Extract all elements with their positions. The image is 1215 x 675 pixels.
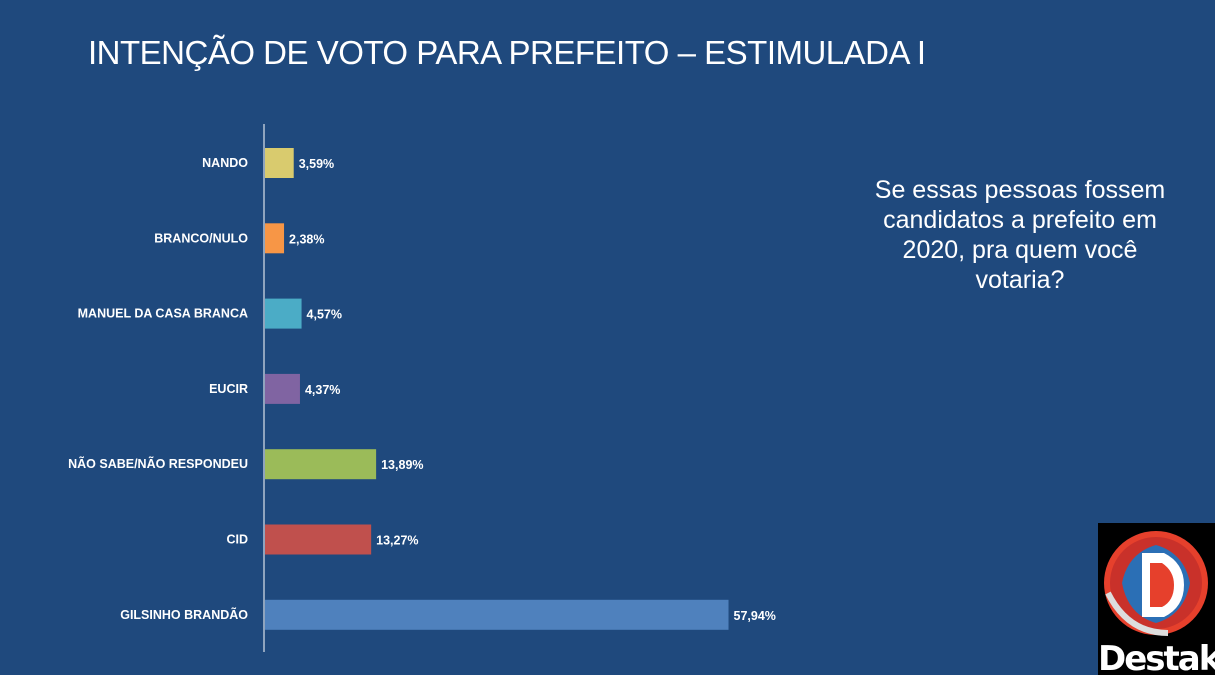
destak-logo: Destak bbox=[1098, 523, 1215, 675]
destak-logo-emblem bbox=[1104, 531, 1208, 636]
category-label-4: NÃO SABE/NÃO RESPONDEU bbox=[68, 456, 248, 471]
category-label-6: GILSINHO BRANDÃO bbox=[120, 607, 248, 622]
value-label-2: 4,57% bbox=[307, 308, 342, 322]
value-label-6: 57,94% bbox=[734, 609, 776, 623]
bar-2 bbox=[265, 298, 302, 329]
bar-0 bbox=[265, 148, 294, 178]
value-label-4: 13,89% bbox=[381, 458, 423, 472]
value-label-3: 4,37% bbox=[305, 383, 340, 397]
survey-question: Se essas pessoas fossem candidatos a pre… bbox=[874, 176, 1166, 294]
category-label-3: EUCIR bbox=[209, 382, 248, 396]
destak-logo-text: Destak bbox=[1098, 639, 1215, 675]
category-label-1: BRANCO/NULO bbox=[154, 231, 248, 245]
category-label-5: CID bbox=[226, 533, 248, 547]
bar-1 bbox=[265, 223, 285, 254]
value-label-1: 2,38% bbox=[289, 232, 324, 246]
bar-5 bbox=[265, 524, 372, 555]
value-label-5: 13,27% bbox=[376, 534, 418, 548]
bar-3 bbox=[265, 373, 300, 404]
bar-6 bbox=[265, 599, 729, 630]
page-title: INTENÇÃO DE VOTO PARA PREFEITO – ESTIMUL… bbox=[88, 34, 926, 71]
bar-4 bbox=[265, 449, 377, 480]
category-label-0: NANDO bbox=[202, 156, 248, 170]
category-label-2: MANUEL DA CASA BRANCA bbox=[78, 307, 248, 321]
value-label-0: 3,59% bbox=[299, 157, 334, 171]
